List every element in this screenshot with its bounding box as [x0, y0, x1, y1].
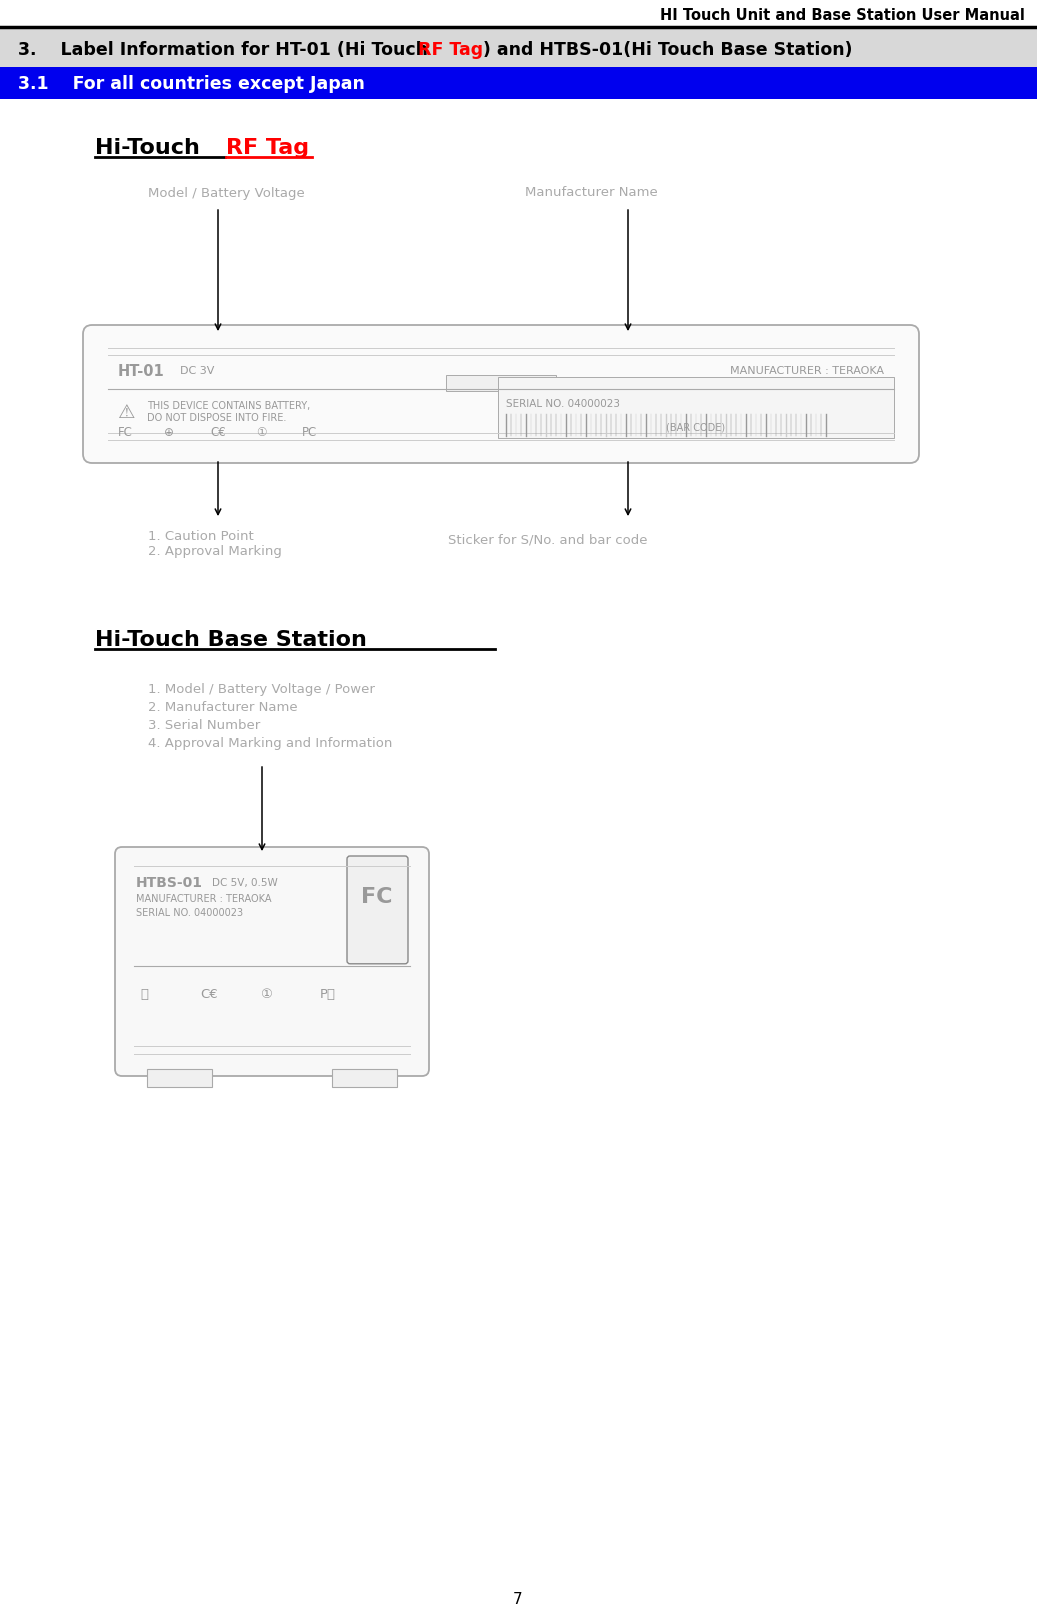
Text: Model / Battery Voltage: Model / Battery Voltage [148, 187, 305, 200]
Text: Hi-Touch: Hi-Touch [95, 138, 207, 157]
Text: 7: 7 [513, 1592, 523, 1607]
Text: 3. Serial Number: 3. Serial Number [148, 719, 260, 732]
Text: Ⓒ: Ⓒ [140, 988, 148, 1001]
Text: DO NOT DISPOSE INTO FIRE.: DO NOT DISPOSE INTO FIRE. [147, 412, 286, 422]
Text: C€: C€ [200, 988, 218, 1001]
Text: ⚠: ⚠ [118, 403, 136, 422]
Text: 2. Manufacturer Name: 2. Manufacturer Name [148, 701, 298, 714]
Text: 2. Approval Marking: 2. Approval Marking [148, 545, 282, 558]
Text: SERIAL NO. 04000023: SERIAL NO. 04000023 [506, 399, 620, 409]
FancyBboxPatch shape [347, 857, 408, 964]
Text: PⒸ: PⒸ [320, 988, 336, 1001]
FancyBboxPatch shape [115, 847, 429, 1076]
Text: ) and HTBS-01(Hi Touch Base Station): ) and HTBS-01(Hi Touch Base Station) [483, 41, 852, 58]
Text: HI Touch Unit and Base Station User Manual: HI Touch Unit and Base Station User Manu… [661, 8, 1025, 23]
Text: DC 5V, 0.5W: DC 5V, 0.5W [212, 878, 278, 888]
Bar [147, 1070, 212, 1087]
Text: ⊕: ⊕ [164, 425, 174, 438]
Text: MANUFACTURER : TERAOKA: MANUFACTURER : TERAOKA [136, 893, 272, 904]
Text: Hi-Touch Base Station: Hi-Touch Base Station [95, 630, 367, 649]
Text: THIS DEVICE CONTAINS BATTERY,: THIS DEVICE CONTAINS BATTERY, [147, 401, 310, 411]
Text: (BAR CODE): (BAR CODE) [667, 422, 726, 432]
FancyBboxPatch shape [83, 326, 919, 464]
Text: 1. Model / Battery Voltage / Power: 1. Model / Battery Voltage / Power [148, 683, 374, 696]
Bar [498, 378, 894, 438]
Text: HT-01: HT-01 [118, 364, 165, 378]
Text: 4. Approval Marking and Information: 4. Approval Marking and Information [148, 737, 392, 750]
Text: FC: FC [361, 886, 393, 906]
Bar [446, 377, 556, 391]
Text: MANUFACTURER : TERAOKA: MANUFACTURER : TERAOKA [730, 365, 884, 377]
Text: PC: PC [302, 425, 317, 438]
Text: 3.    Label Information for HT-01 (Hi Touch: 3. Label Information for HT-01 (Hi Touch [18, 41, 435, 58]
Text: 1. Caution Point: 1. Caution Point [148, 529, 254, 542]
Text: HTBS-01: HTBS-01 [136, 875, 203, 889]
Text: Manufacturer Name: Manufacturer Name [525, 187, 657, 200]
Text: C€: C€ [211, 425, 226, 438]
Text: FC: FC [118, 425, 133, 438]
Text: DC 3V: DC 3V [180, 365, 215, 377]
Bar [0, 68, 1037, 101]
Text: SERIAL NO. 04000023: SERIAL NO. 04000023 [136, 907, 243, 917]
Text: ①: ① [256, 425, 267, 438]
Bar [332, 1070, 397, 1087]
Bar [0, 29, 1037, 68]
Text: RF Tag: RF Tag [418, 41, 483, 58]
Text: Sticker for S/No. and bar code: Sticker for S/No. and bar code [448, 534, 647, 547]
Text: RF Tag: RF Tag [226, 138, 309, 157]
Text: 3.1    For all countries except Japan: 3.1 For all countries except Japan [18, 75, 365, 93]
Text: ①: ① [260, 988, 272, 1001]
